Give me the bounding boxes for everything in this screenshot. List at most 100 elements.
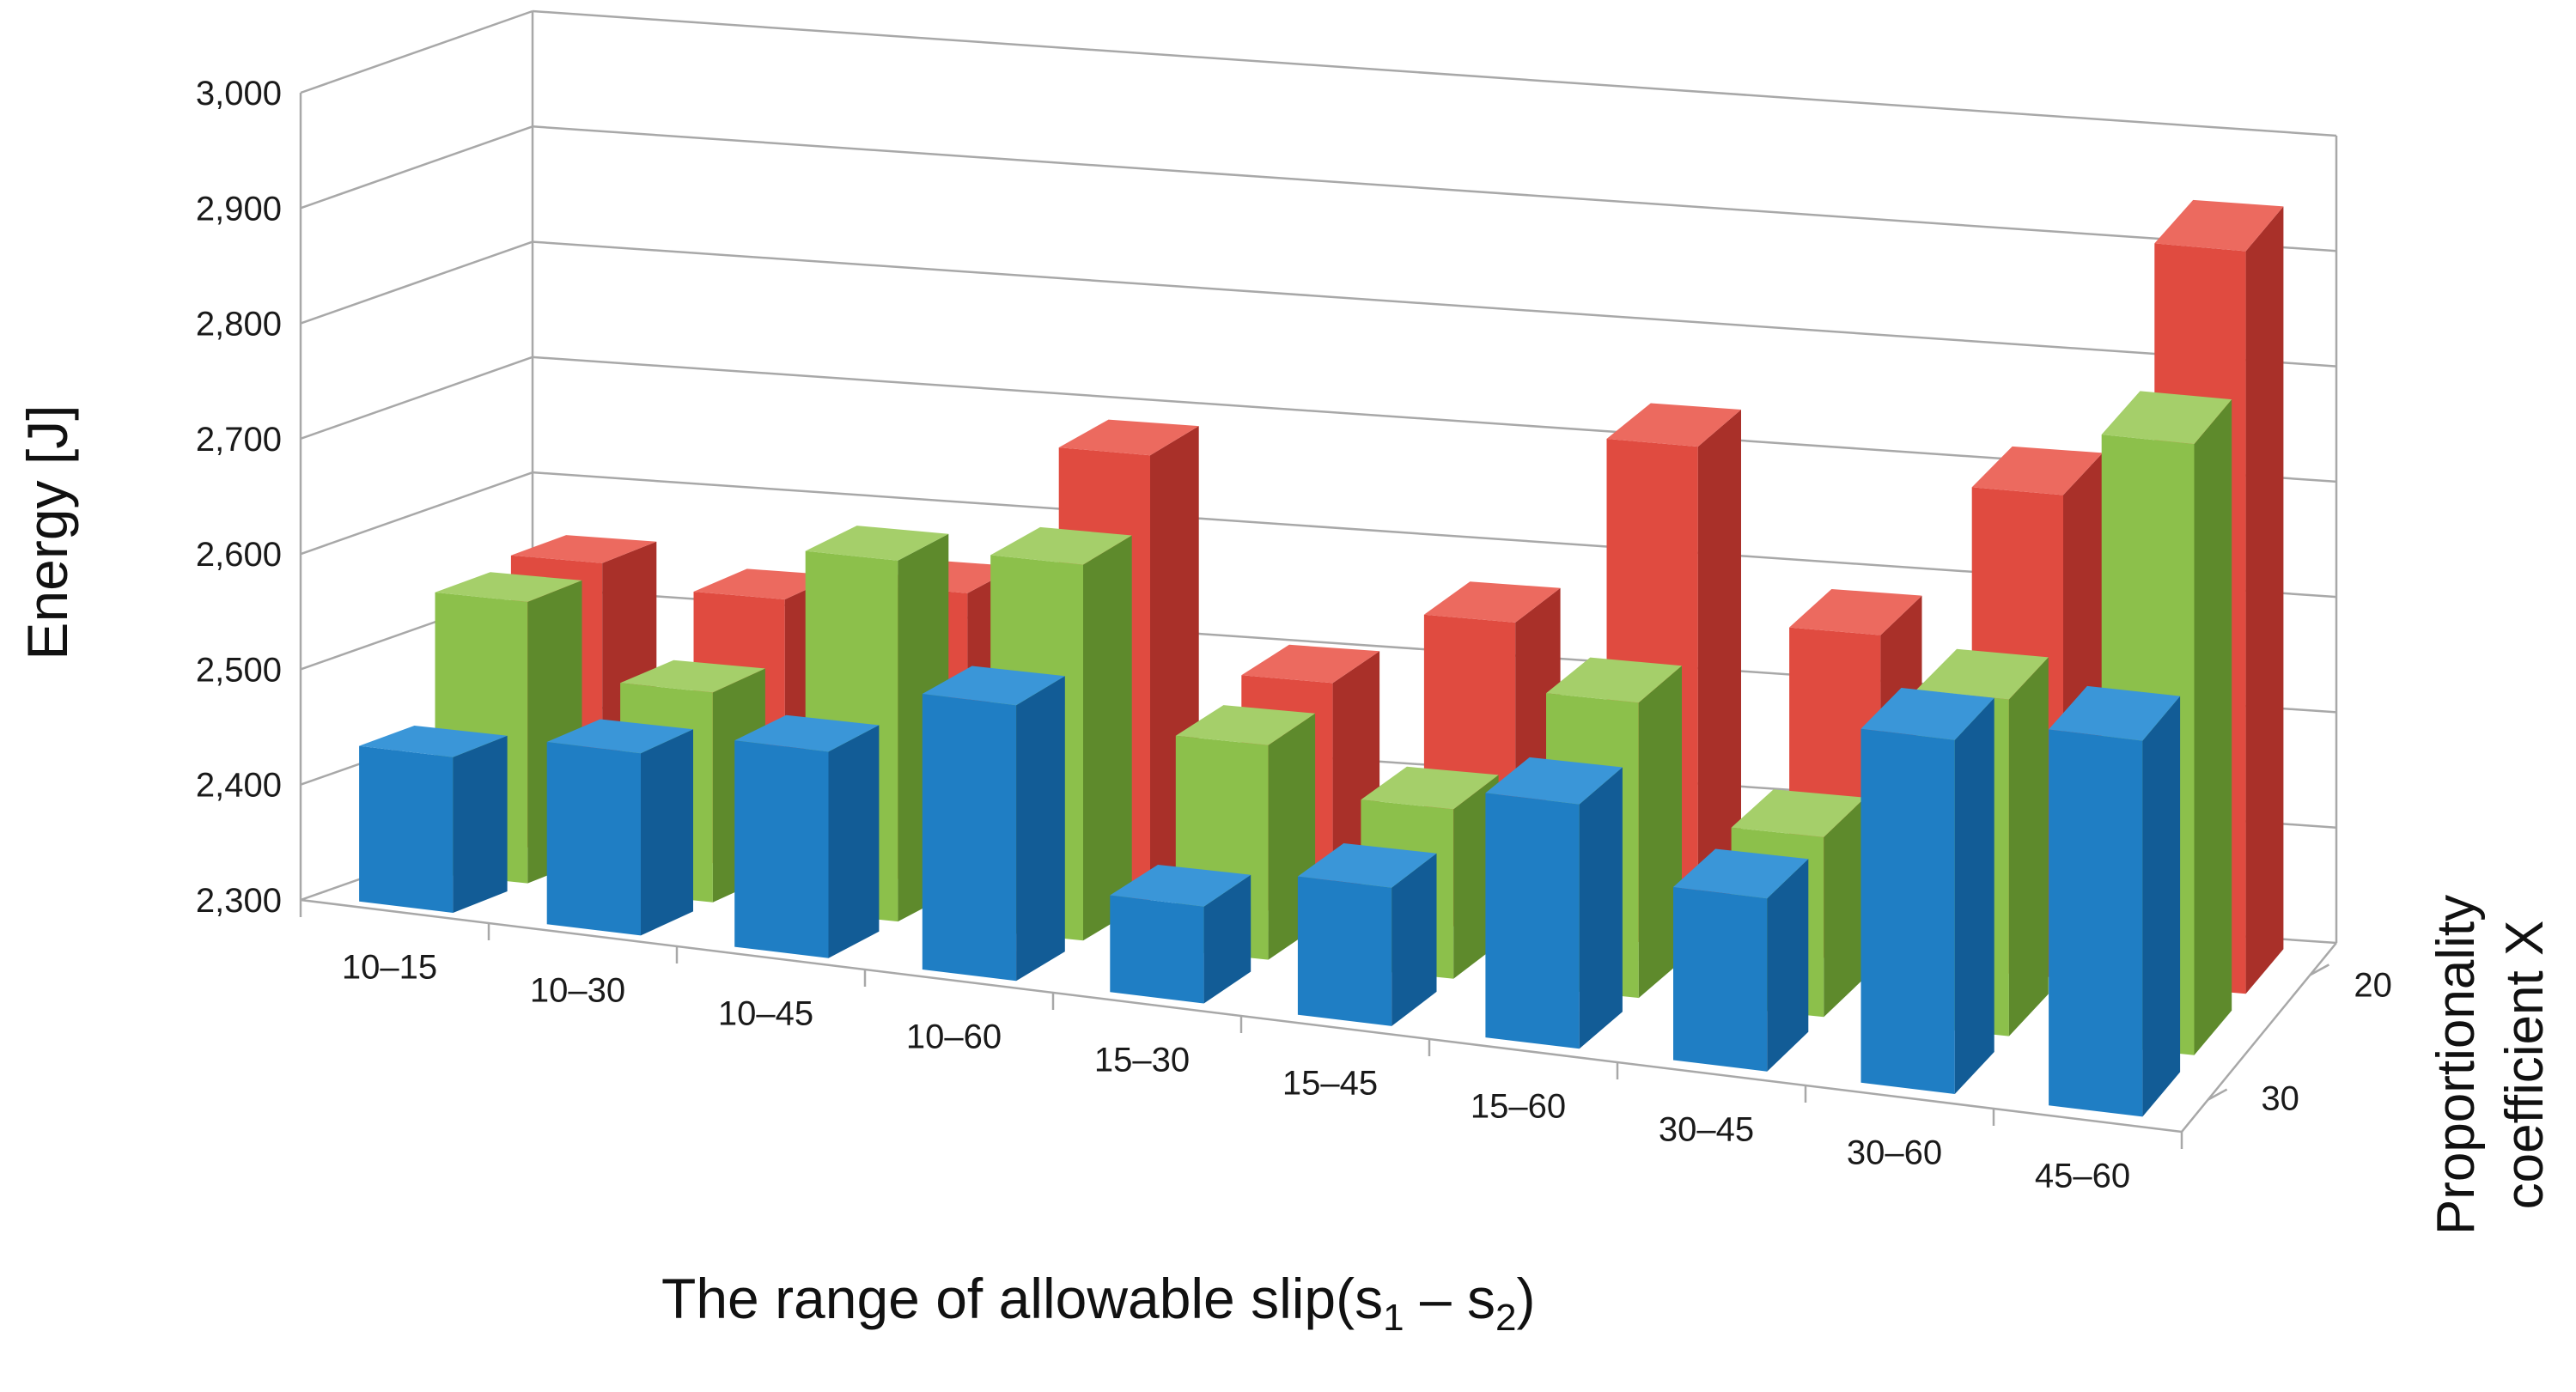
bar-top [2101,391,2232,445]
x-tick-label: 15–60 [1471,1088,1566,1126]
bar-top [805,526,949,561]
bar [734,714,880,958]
bar-top [922,666,1065,706]
bar-front [1673,887,1768,1072]
y-tick-label: 3,000 [196,75,282,112]
bar-side [453,735,508,913]
x-tick-label: 45–60 [2035,1158,2130,1195]
bar-top [2154,199,2284,252]
bar-front [1110,895,1204,1004]
bar-top [1916,648,2049,700]
bar-side [1392,853,1437,1026]
bar-front [2049,729,2143,1117]
bar-top [510,535,657,563]
gridline [532,125,2337,252]
x-tick-label: 10–60 [906,1018,1002,1056]
bar-side [641,729,693,936]
bar-front [922,694,1017,982]
x-axis-title-sub1: 1 [1383,1297,1404,1339]
depth-tick-label: 20 [2354,966,2392,1004]
bar-top [1241,644,1380,684]
bar-top [620,660,765,693]
bar-top [1423,581,1561,623]
x-axis-title-main: The range of allowable slip(s [661,1267,1383,1330]
bar-side [828,725,880,958]
bar [546,719,693,936]
x-axis-title-mid: – s [1404,1267,1495,1330]
x-axis-title: The range of allowable slip(s1 – s2) [661,1267,1535,1339]
bar-top [734,714,880,752]
x-tick-label: 10–45 [718,995,813,1033]
bar-top [693,568,837,599]
bar-top [1110,865,1251,907]
bar [359,726,508,913]
bar-side [2008,657,2049,1036]
y-axis-title: Energy [J] [15,404,79,660]
bar-top [1606,403,1741,447]
bar-top [1789,589,1922,635]
bar-side [2142,696,2181,1117]
bar-top [1673,848,1809,899]
bar-top [2049,685,2181,741]
x-tick-label: 15–45 [1282,1065,1378,1103]
bar-top [1860,688,1994,740]
bar [1860,688,1994,1094]
bar-front [1485,793,1580,1049]
bar-front [734,740,829,958]
bar-side [1016,676,1065,982]
bar-front [1297,876,1392,1026]
bar-top [1297,843,1437,888]
x-tick-label: 10–15 [342,949,437,987]
y-tick-label: 2,500 [196,651,282,689]
bar-side [1767,859,1809,1072]
depth-tick [2208,1088,2228,1101]
bar-side [1638,666,1682,999]
depth-axis-title-line1: Proportionality [2427,895,2486,1235]
side-gridline [300,356,533,441]
bar-top [359,726,508,757]
floor [299,898,2337,1149]
bar-side [1203,874,1251,1004]
bar-side [2194,399,2232,1055]
bar-side [2245,206,2284,994]
side-gridline [300,9,533,94]
bar-side [1083,535,1132,941]
side-gridline [300,471,533,556]
bar-top [546,719,693,754]
bar-top [1971,446,2103,495]
bar-front [1860,728,1955,1094]
x-axis-title-end: ) [1516,1267,1535,1330]
x-tick-label: 30–60 [1847,1134,1942,1172]
depth-tick-label: 30 [2261,1079,2299,1117]
tick-labels: 2,300 2,400 2,500 2,600 2,700 2,800 2,900 3,000… [196,75,2392,1195]
bar-side [1579,767,1623,1049]
gridline [532,240,2337,368]
y-tick-label: 2,300 [196,882,282,920]
bar-top [1485,757,1623,805]
depth-tick [2309,963,2329,976]
bar-side [1954,697,1994,1094]
side-gridline [300,240,533,325]
x-axis-title-sub2: 2 [1495,1297,1516,1339]
bar [1110,865,1251,1004]
bar-top [990,526,1132,565]
bar [922,666,1065,982]
bar-top [1731,789,1866,837]
bars [359,199,2284,1117]
bar-side [1824,797,1866,1018]
y-tick-label: 2,700 [196,421,282,459]
x-tick-label: 10–30 [530,972,625,1010]
x-tick-label: 15–30 [1094,1042,1190,1079]
bar-top [1175,705,1316,745]
gridline [532,9,2337,137]
side-gridline [300,125,533,210]
bar-top [1546,657,1682,703]
bar-front [546,742,641,936]
bar [2049,685,2181,1117]
bar [1673,848,1809,1072]
depth-axis-title-line2: coefficient X [2495,921,2555,1210]
bar [1297,843,1437,1026]
y-tick-label: 2,600 [196,536,282,574]
bar-top [1361,766,1499,810]
